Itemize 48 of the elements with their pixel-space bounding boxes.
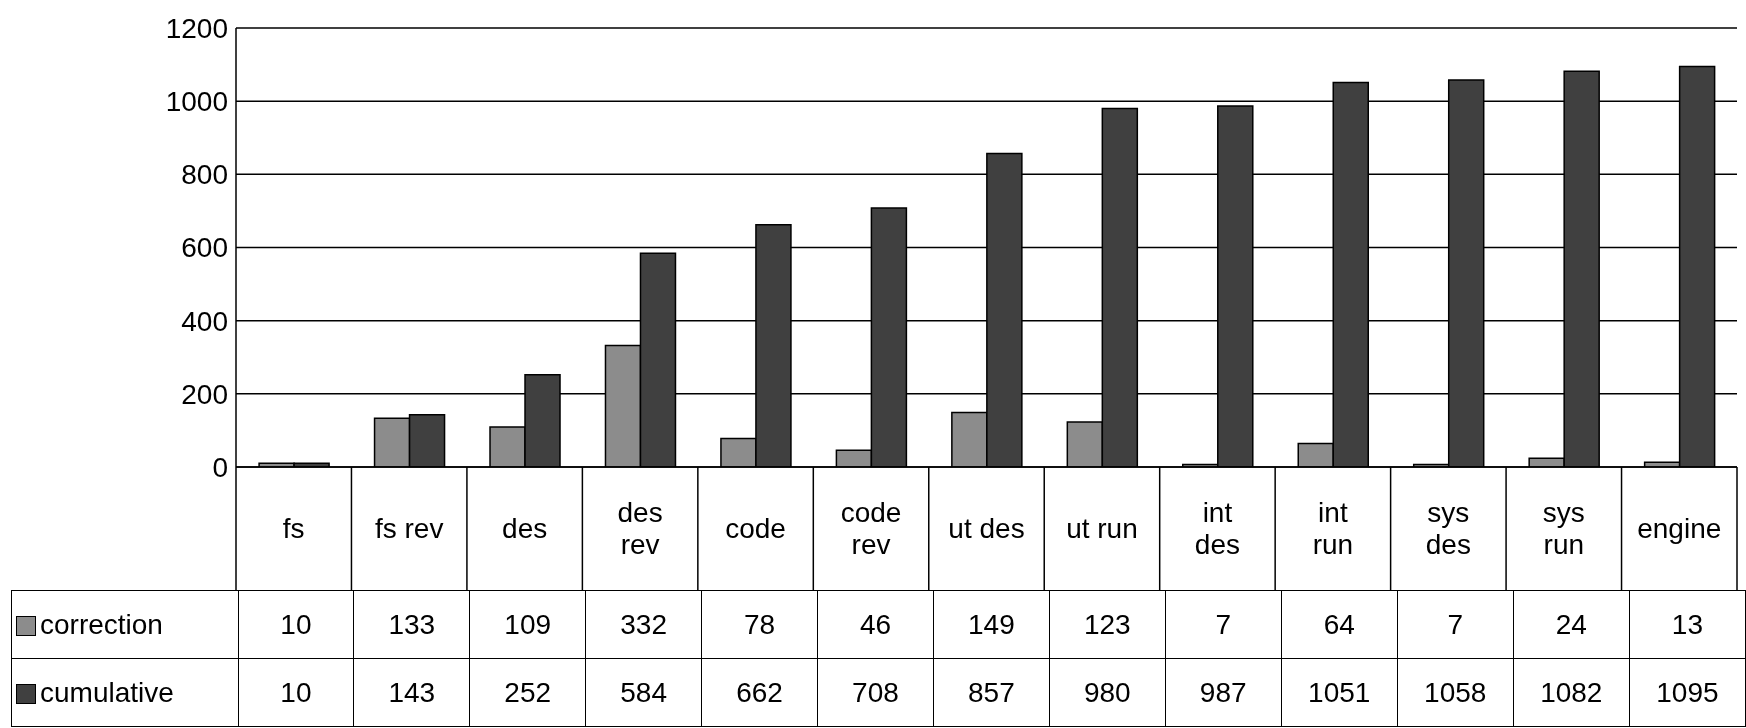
data-label: 1095 xyxy=(1629,658,1746,727)
data-label: 1051 xyxy=(1281,658,1398,727)
data-label: 10 xyxy=(238,590,354,659)
data-label: 7 xyxy=(1165,590,1282,659)
y-tick-label: 400 xyxy=(181,305,228,337)
data-label: 64 xyxy=(1281,590,1398,659)
data-label: 857 xyxy=(933,658,1050,727)
x-tick-label: code rev xyxy=(840,497,902,561)
x-tick-label: des rev xyxy=(617,497,663,561)
data-label: 1058 xyxy=(1397,658,1514,727)
data-label: 123 xyxy=(1049,590,1166,659)
x-tick-label: ut des xyxy=(948,513,1025,545)
data-label: 980 xyxy=(1049,658,1166,727)
x-tick-label: fs rev xyxy=(374,513,444,545)
legend-label: correction xyxy=(40,608,163,640)
data-label: 24 xyxy=(1513,590,1630,659)
y-tick-label: 0 xyxy=(212,451,228,483)
y-tick-label: 1200 xyxy=(165,12,228,44)
x-tick-label: engine xyxy=(1637,513,1722,545)
x-tick-label: int run xyxy=(1312,497,1354,561)
x-tick-label: ut run xyxy=(1066,513,1138,545)
x-tick-label: des xyxy=(502,513,548,545)
data-label: 252 xyxy=(469,658,586,727)
data-label: 133 xyxy=(353,590,470,659)
y-tick-label: 800 xyxy=(181,159,228,191)
x-tick-label: sys des xyxy=(1425,497,1471,561)
data-label: 13 xyxy=(1629,590,1746,659)
data-label: 332 xyxy=(585,590,702,659)
data-label: 10 xyxy=(238,658,354,727)
legend-label: cumulative xyxy=(40,676,174,708)
x-tick-label: code xyxy=(725,513,786,545)
data-label: 708 xyxy=(817,658,934,727)
y-tick-label: 1000 xyxy=(165,86,228,118)
data-label: 7 xyxy=(1397,590,1514,659)
data-label: 143 xyxy=(353,658,470,727)
x-tick-label: fs xyxy=(282,513,305,545)
data-label: 149 xyxy=(933,590,1050,659)
data-label: 662 xyxy=(701,658,818,727)
data-label: 1082 xyxy=(1513,658,1630,727)
y-tick-label: 200 xyxy=(181,378,228,410)
data-label: 584 xyxy=(585,658,702,727)
x-tick-label: int des xyxy=(1194,497,1240,561)
data-label: 987 xyxy=(1165,658,1282,727)
data-label: 78 xyxy=(701,590,818,659)
data-label: 109 xyxy=(469,590,586,659)
y-tick-label: 600 xyxy=(181,232,228,264)
x-tick-label: sys run xyxy=(1542,497,1585,561)
data-label: 46 xyxy=(817,590,934,659)
